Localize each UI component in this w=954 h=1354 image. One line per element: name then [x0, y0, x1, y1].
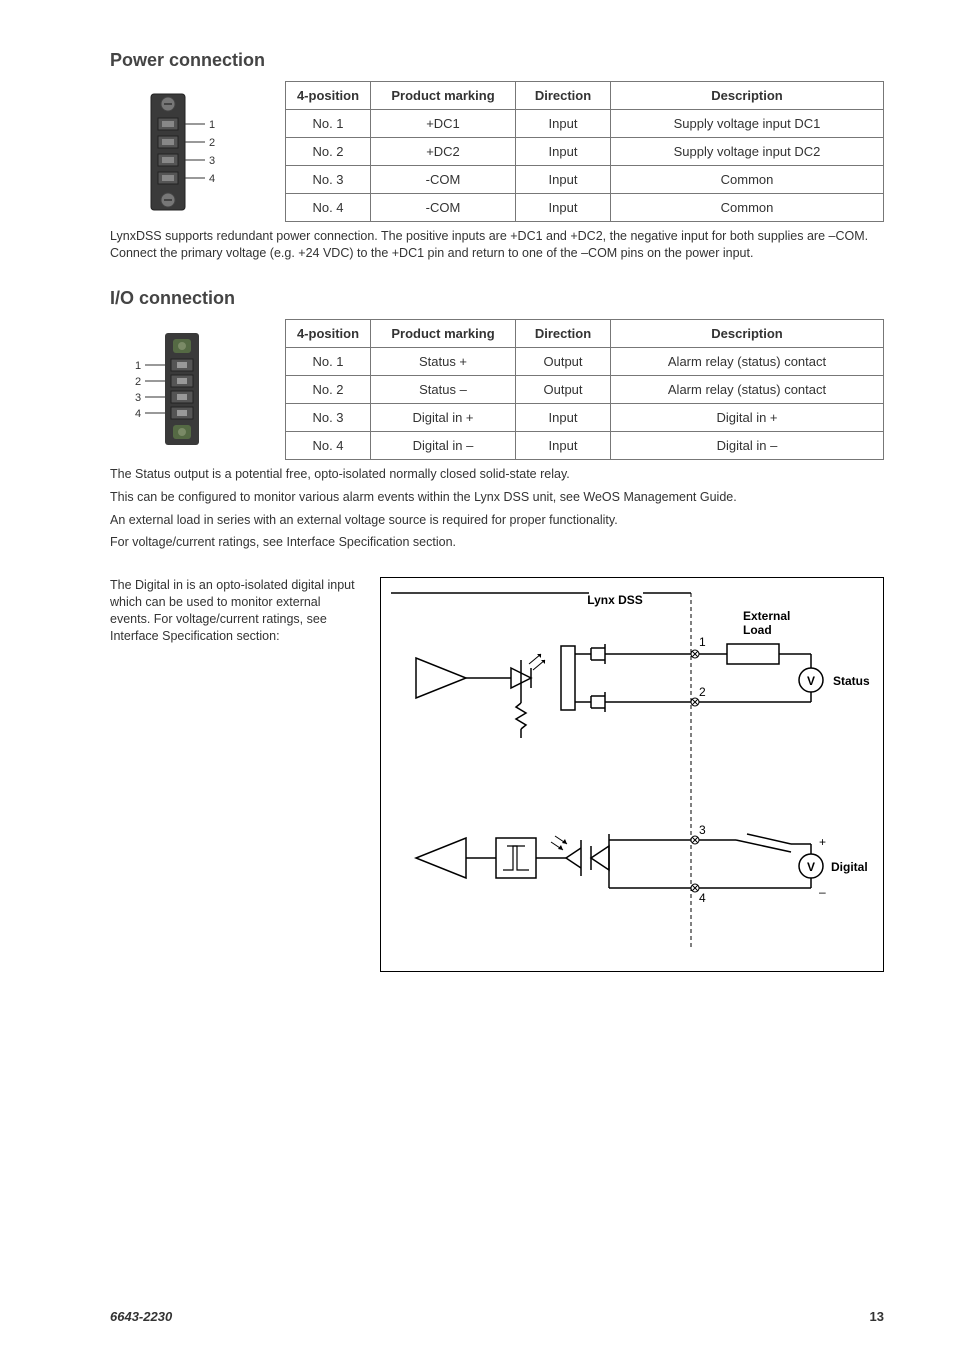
power-table: 4-position Product marking Direction Des…: [285, 81, 884, 222]
digital-in-label: Digital In: [831, 860, 871, 874]
v-label-status: V: [807, 674, 815, 688]
col-description: Description: [611, 319, 884, 347]
minus-label: –: [819, 885, 826, 899]
table-header-row: 4-position Product marking Direction Des…: [286, 82, 884, 110]
status-label: Status: [833, 674, 870, 688]
table-row: No. 3 -COM Input Common: [286, 166, 884, 194]
power-title: Power connection: [110, 50, 884, 71]
table-header-row: 4-position Product marking Direction Des…: [286, 319, 884, 347]
io-note-4: For voltage/current ratings, see Interfa…: [110, 534, 884, 551]
io-pin-2-label: 2: [135, 376, 141, 388]
plus-label: +: [819, 835, 826, 849]
power-note: LynxDSS supports redundant power connect…: [110, 228, 884, 262]
io-table: 4-position Product marking Direction Des…: [285, 319, 884, 460]
table-row: No. 1 Status + Output Alarm relay (statu…: [286, 347, 884, 375]
lynx-dss-label: Lynx DSS: [587, 593, 643, 607]
power-connector-diagram: 1 2 3 4: [110, 81, 285, 222]
page-number: 13: [870, 1309, 884, 1324]
io-note-3: An external load in series with an exter…: [110, 512, 884, 529]
pin-1-label: 1: [699, 635, 706, 649]
io-connector-diagram: 1 2 3 4: [110, 319, 285, 460]
external-load-label-2: Load: [743, 623, 772, 637]
table-row: No. 1 +DC1 Input Supply voltage input DC…: [286, 110, 884, 138]
col-marking: Product marking: [371, 82, 516, 110]
schematic-diagram: Lynx DSS: [380, 577, 884, 972]
pin-3-label: 3: [699, 823, 706, 837]
page-footer: 6643-2230 13: [110, 1309, 884, 1324]
col-marking: Product marking: [371, 319, 516, 347]
io-pin-4-label: 4: [135, 408, 141, 420]
table-row: No. 2 +DC2 Input Supply voltage input DC…: [286, 138, 884, 166]
schematic-section: The Digital in is an opto-isolated digit…: [110, 577, 884, 972]
power-pin-3-label: 3: [209, 155, 215, 167]
power-pin-1-label: 1: [209, 119, 215, 131]
pin-4-label: 4: [699, 891, 706, 905]
table-row: No. 4 Digital in – Input Digital in –: [286, 431, 884, 459]
col-description: Description: [611, 82, 884, 110]
schematic-side-text: The Digital in is an opto-isolated digit…: [110, 577, 360, 645]
power-pin-4-label: 4: [209, 173, 215, 185]
io-pin-3-label: 3: [135, 392, 141, 404]
v-label-digital: V: [807, 860, 815, 874]
io-pin-1-label: 1: [135, 360, 141, 372]
table-row: No. 2 Status – Output Alarm relay (statu…: [286, 375, 884, 403]
table-row: No. 3 Digital in + Input Digital in +: [286, 403, 884, 431]
col-direction: Direction: [516, 82, 611, 110]
io-section: I/O connection: [110, 288, 884, 552]
col-position: 4-position: [286, 319, 371, 347]
doc-number: 6643-2230: [110, 1309, 172, 1324]
io-note-1: The Status output is a potential free, o…: [110, 466, 884, 483]
col-position: 4-position: [286, 82, 371, 110]
external-load-label: External: [743, 609, 790, 623]
io-title: I/O connection: [110, 288, 884, 309]
power-section: Power connection: [110, 50, 884, 262]
io-note-2: This can be configured to monitor variou…: [110, 489, 884, 506]
pin-2-label: 2: [699, 685, 706, 699]
col-direction: Direction: [516, 319, 611, 347]
power-pin-2-label: 2: [209, 137, 215, 149]
table-row: No. 4 -COM Input Common: [286, 194, 884, 222]
